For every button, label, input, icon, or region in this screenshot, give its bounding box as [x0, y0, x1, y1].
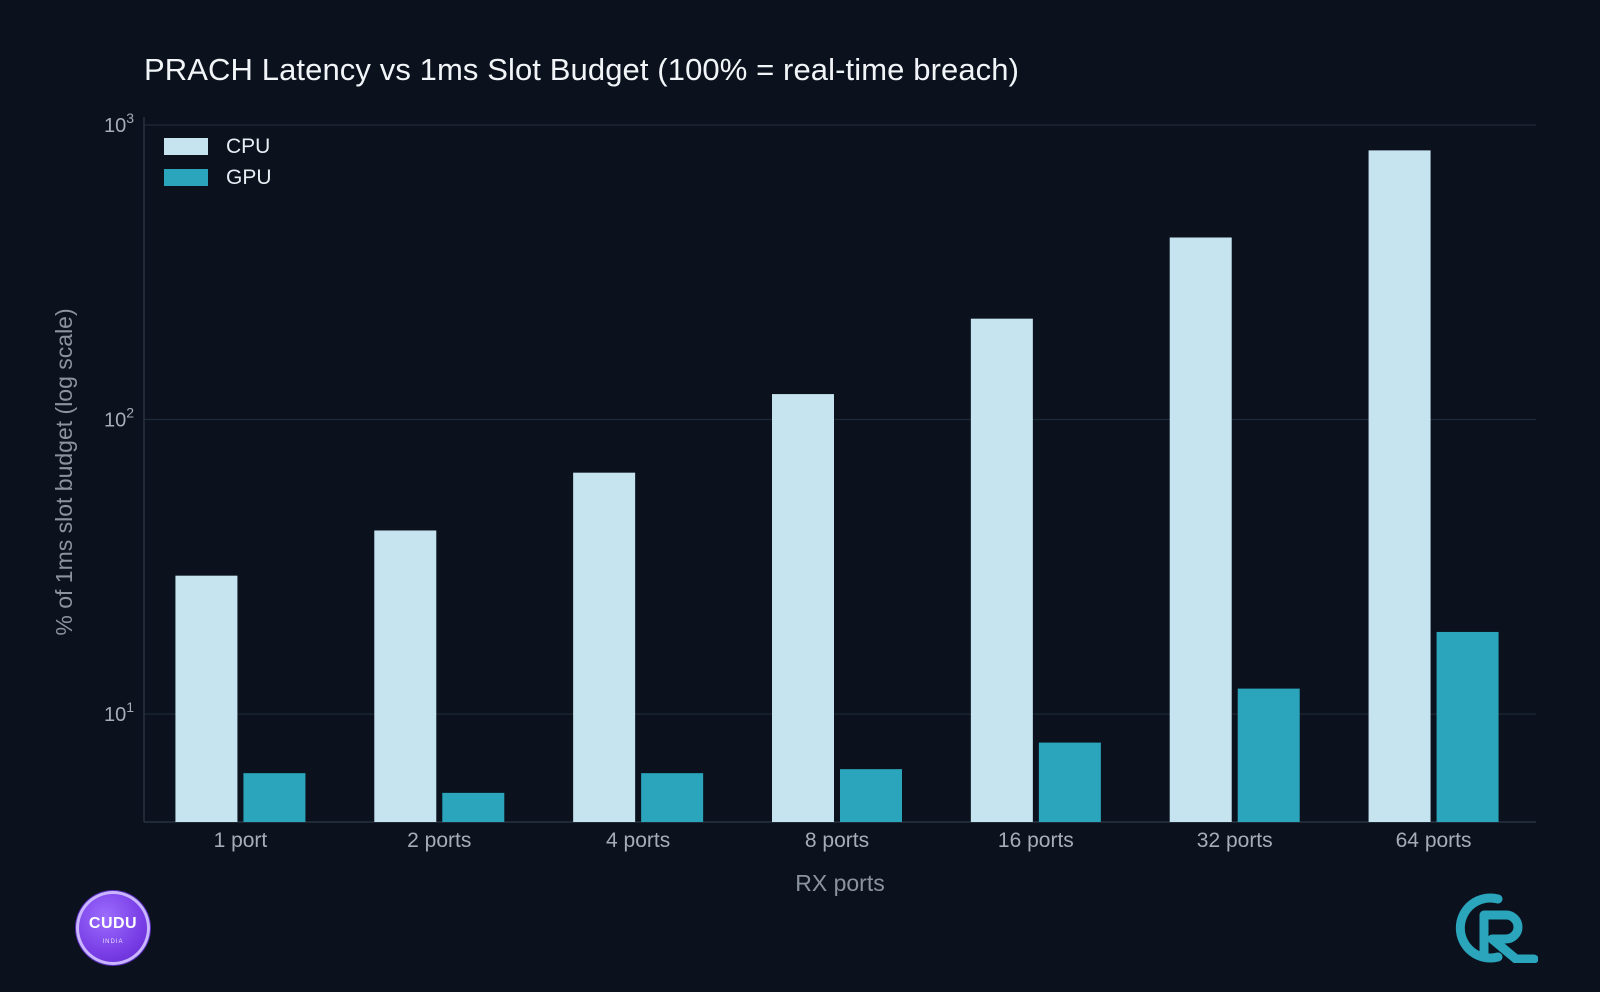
legend-swatch-cpu	[164, 138, 208, 155]
bar-cpu-4-ports	[573, 472, 636, 822]
x-tick-label: 64 ports	[1396, 829, 1472, 852]
bar-gpu-4-ports	[641, 773, 704, 822]
tick-labels: 101 102 103 1 port 2 ports 4 ports 8 ports 16 p…	[104, 110, 1472, 852]
axes	[143, 117, 1536, 823]
bar-gpu-8-ports	[840, 769, 902, 822]
legend-label-cpu: CPU	[226, 135, 270, 158]
y-tick-label: 103	[104, 110, 134, 137]
bars	[175, 150, 1499, 822]
x-tick-label: 1 port	[214, 829, 268, 852]
chart-title: PRACH Latency vs 1ms Slot Budget (100% =…	[144, 52, 1020, 87]
bar-cpu-1-port	[175, 575, 238, 822]
legend-label-gpu: GPU	[226, 166, 272, 189]
bar-cpu-2-ports	[374, 530, 437, 822]
r-monogram-icon	[1455, 893, 1538, 963]
legend-swatch-gpu	[164, 169, 208, 186]
x-tick-label: 4 ports	[606, 829, 670, 852]
y-tick-label: 102	[104, 405, 134, 432]
x-axis-title: RX ports	[795, 870, 884, 896]
x-tick-label: 8 ports	[805, 829, 869, 852]
bar-cpu-64-ports	[1368, 150, 1431, 822]
cudu-badge: CUDU INDIA	[76, 891, 150, 965]
legend: CPU GPU	[164, 135, 272, 189]
cudu-badge-subtext: INDIA	[102, 939, 124, 945]
bar-gpu-2-ports	[442, 792, 505, 822]
y-axis-title: % of 1ms slot budget (log scale)	[51, 308, 77, 635]
bar-gpu-64-ports	[1436, 631, 1499, 822]
x-tick-label: 32 ports	[1197, 829, 1273, 852]
bar-cpu-32-ports	[1169, 237, 1232, 822]
grid-lines	[144, 124, 1536, 715]
bar-gpu-16-ports	[1038, 742, 1101, 822]
cudu-badge-text: CUDU	[88, 915, 138, 932]
x-tick-label: 2 ports	[407, 829, 471, 852]
bar-gpu-32-ports	[1237, 688, 1300, 822]
bar-cpu-16-ports	[970, 318, 1033, 822]
bar-gpu-1-port	[243, 773, 306, 822]
x-tick-label: 16 ports	[998, 829, 1074, 852]
y-tick-label: 101	[104, 699, 134, 726]
bar-cpu-8-ports	[772, 394, 834, 822]
